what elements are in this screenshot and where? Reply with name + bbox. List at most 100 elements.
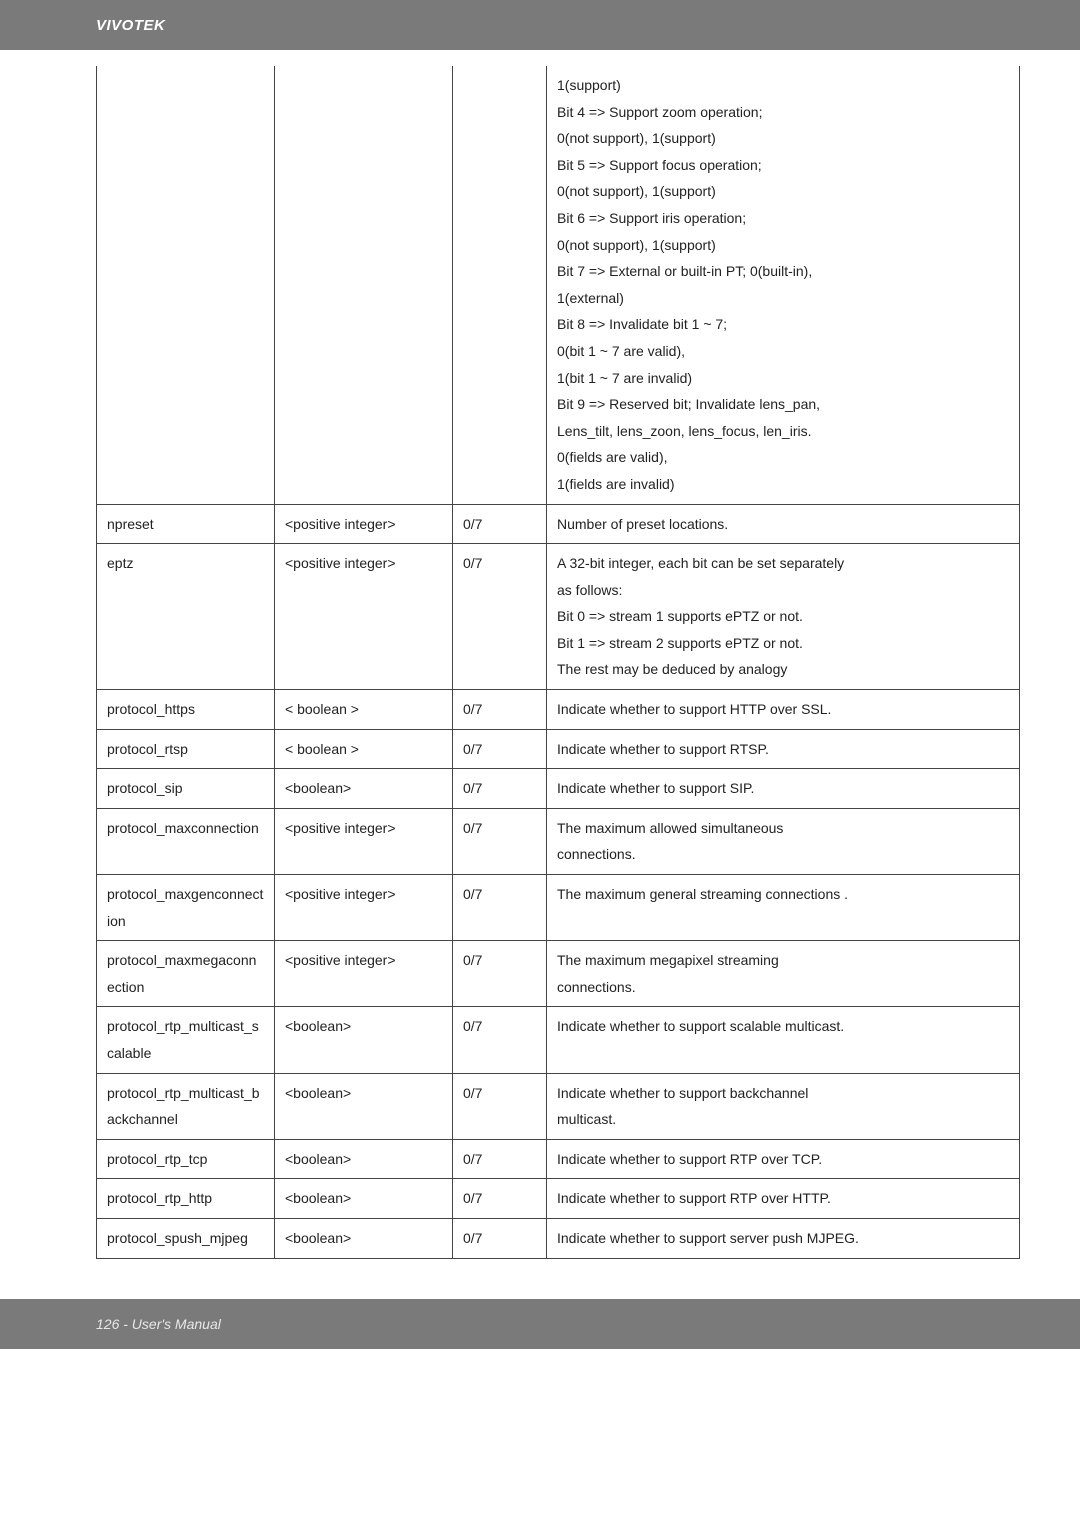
type-cell: < boolean > <box>275 729 453 769</box>
description-cell: Number of preset locations. <box>547 504 1020 544</box>
description-line: Indicate whether to support server push … <box>557 1225 1009 1252</box>
param-cell: protocol_rtp_multicast_backchannel <box>97 1073 275 1139</box>
security-cell: 0/7 <box>453 690 547 730</box>
description-line: The maximum general streaming connection… <box>557 881 1009 908</box>
table-row: protocol_maxgenconnection<positive integ… <box>97 875 1020 941</box>
param-cell: protocol_maxconnection <box>97 808 275 874</box>
table-row: protocol_rtsp< boolean >0/7 Indicate whet… <box>97 729 1020 769</box>
description-cell: 1(support)Bit 4 => Support zoom operatio… <box>547 66 1020 504</box>
description-line: Lens_tilt, lens_zoon, lens_focus, len_ir… <box>557 418 1009 445</box>
table-row: protocol_rtp_multicast_backchannel<boole… <box>97 1073 1020 1139</box>
table-row: protocol_rtp_http<boolean>0/7 Indicate wh… <box>97 1179 1020 1219</box>
security-cell: 0/7 <box>453 1218 547 1258</box>
type-cell: <boolean> <box>275 1218 453 1258</box>
page-content: 1(support)Bit 4 => Support zoom operatio… <box>0 50 1080 1299</box>
description-line: Indicate whether to support RTP over TCP… <box>557 1146 1009 1173</box>
description-cell: Indicate whether to support RTP over TCP… <box>547 1139 1020 1179</box>
security-cell: 0/7 <box>453 544 547 690</box>
description-line: 1(bit 1 ~ 7 are invalid) <box>557 365 1009 392</box>
description-cell: Indicate whether to support RTP over HTT… <box>547 1179 1020 1219</box>
description-line: A 32-bit integer, each bit can be set se… <box>557 550 1009 577</box>
security-cell: 0/7 <box>453 808 547 874</box>
security-cell: 0/7 <box>453 504 547 544</box>
type-cell: <positive integer> <box>275 941 453 1007</box>
type-cell: <boolean> <box>275 1073 453 1139</box>
description-cell: Indicate whether to support RTSP. <box>547 729 1020 769</box>
description-line: Bit 9 => Reserved bit; Invalidate lens_p… <box>557 391 1009 418</box>
description-line: Bit 7 => External or built-in PT; 0(buil… <box>557 258 1009 285</box>
param-cell: protocol_https <box>97 690 275 730</box>
description-line: Bit 4 => Support zoom operation; <box>557 99 1009 126</box>
brand-label: VIVOTEK <box>96 17 165 34</box>
description-line: Bit 0 => stream 1 supports ePTZ or not. <box>557 603 1009 630</box>
security-cell: 0/7 <box>453 941 547 1007</box>
description-line: Indicate whether to support SIP. <box>557 775 1009 802</box>
description-line: Indicate whether to support backchannel <box>557 1080 1009 1107</box>
description-line: Indicate whether to support RTSP. <box>557 736 1009 763</box>
description-line: connections. <box>557 974 1009 1001</box>
description-line: 1(external) <box>557 285 1009 312</box>
page-header: VIVOTEK <box>0 0 1080 50</box>
param-cell: protocol_rtsp <box>97 729 275 769</box>
page-footer: 126 - User's Manual <box>0 1299 1080 1349</box>
param-cell: npreset <box>97 504 275 544</box>
table-row: npreset<positive integer>0/7 Number of pr… <box>97 504 1020 544</box>
type-cell: <positive integer> <box>275 808 453 874</box>
security-cell: 0/7 <box>453 1007 547 1073</box>
type-cell: <positive integer> <box>275 544 453 690</box>
description-cell: Indicate whether to support HTTP over SS… <box>547 690 1020 730</box>
security-cell: 0/7 <box>453 729 547 769</box>
description-line: connections. <box>557 841 1009 868</box>
type-cell: <boolean> <box>275 1179 453 1219</box>
table-row: protocol_maxconnection<positive integer>… <box>97 808 1020 874</box>
description-cell: The maximum allowed simultaneousconnecti… <box>547 808 1020 874</box>
security-cell <box>453 66 547 504</box>
description-cell: Indicate whether to support backchannelm… <box>547 1073 1020 1139</box>
description-line: multicast. <box>557 1106 1009 1133</box>
description-line: Number of preset locations. <box>557 511 1009 538</box>
param-cell: protocol_maxgenconnection <box>97 875 275 941</box>
type-cell: <boolean> <box>275 769 453 809</box>
param-cell: eptz <box>97 544 275 690</box>
description-line: 0(not support), 1(support) <box>557 232 1009 259</box>
description-cell: The maximum megapixel streamingconnectio… <box>547 941 1020 1007</box>
table-row: protocol_rtp_multicast_scalable<boolean>… <box>97 1007 1020 1073</box>
description-cell: Indicate whether to support scalable mul… <box>547 1007 1020 1073</box>
table-row: protocol_maxmegaconnection<positive inte… <box>97 941 1020 1007</box>
type-cell: <boolean> <box>275 1007 453 1073</box>
description-line: Indicate whether to support RTP over HTT… <box>557 1185 1009 1212</box>
description-line: 1(fields are invalid) <box>557 471 1009 498</box>
param-cell <box>97 66 275 504</box>
description-line: Bit 8 => Invalidate bit 1 ~ 7; <box>557 311 1009 338</box>
description-line: 0(bit 1 ~ 7 are valid), <box>557 338 1009 365</box>
param-cell: protocol_spush_mjpeg <box>97 1218 275 1258</box>
description-line: The rest may be deduced by analogy <box>557 656 1009 683</box>
security-cell: 0/7 <box>453 769 547 809</box>
description-line: Bit 5 => Support focus operation; <box>557 152 1009 179</box>
type-cell: <positive integer> <box>275 504 453 544</box>
type-cell: <positive integer> <box>275 875 453 941</box>
table-row: 1(support)Bit 4 => Support zoom operatio… <box>97 66 1020 504</box>
param-cell: protocol_rtp_tcp <box>97 1139 275 1179</box>
footer-text: 126 - User's Manual <box>96 1316 221 1332</box>
param-cell: protocol_rtp_http <box>97 1179 275 1219</box>
description-cell: The maximum general streaming connection… <box>547 875 1020 941</box>
security-cell: 0/7 <box>453 1179 547 1219</box>
parameter-table: 1(support)Bit 4 => Support zoom operatio… <box>96 66 1020 1259</box>
table-row: protocol_rtp_tcp<boolean>0/7Indicate whe… <box>97 1139 1020 1179</box>
description-cell: A 32-bit integer, each bit can be set se… <box>547 544 1020 690</box>
description-line: Indicate whether to support scalable mul… <box>557 1013 1009 1040</box>
description-line: 0(fields are valid), <box>557 444 1009 471</box>
param-cell: protocol_rtp_multicast_scalable <box>97 1007 275 1073</box>
type-cell: < boolean > <box>275 690 453 730</box>
param-cell: protocol_sip <box>97 769 275 809</box>
description-line: The maximum megapixel streaming <box>557 947 1009 974</box>
description-line: Indicate whether to support HTTP over SS… <box>557 696 1009 723</box>
security-cell: 0/7 <box>453 1073 547 1139</box>
table-row: protocol_sip<boolean>0/7 Indicate whether… <box>97 769 1020 809</box>
security-cell: 0/7 <box>453 1139 547 1179</box>
description-cell: Indicate whether to support SIP. <box>547 769 1020 809</box>
description-line: 1(support) <box>557 72 1009 99</box>
description-line: 0(not support), 1(support) <box>557 125 1009 152</box>
table-row: protocol_spush_mjpeg<boolean>0/7 Indicate… <box>97 1218 1020 1258</box>
